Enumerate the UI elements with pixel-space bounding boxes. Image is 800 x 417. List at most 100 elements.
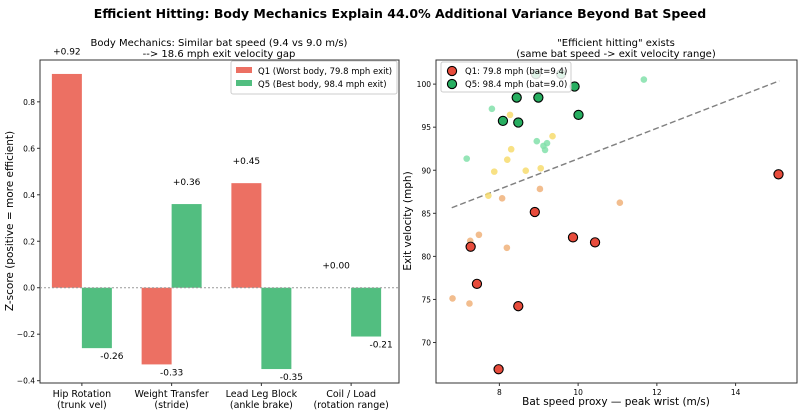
right-xlabel: Bat speed proxy — peak wrist (m/s) bbox=[522, 396, 710, 408]
bar-value-label: -0.33 bbox=[160, 368, 183, 378]
bar-value-label: -0.35 bbox=[280, 373, 303, 383]
bar-value-label: -0.26 bbox=[100, 352, 124, 362]
scatter-point bbox=[522, 167, 530, 174]
y-tick-label: 0.6 bbox=[23, 144, 35, 153]
bar-value-label: +0.00 bbox=[322, 261, 350, 271]
right-title-line1: "Efficient hitting" exists bbox=[557, 38, 675, 49]
legend-label: Q5: 98.4 mph (bat=9.0) bbox=[465, 80, 567, 90]
scatter-point bbox=[485, 192, 492, 199]
trend-line bbox=[451, 80, 780, 209]
bar-q1 bbox=[141, 287, 172, 365]
scatter-point-q5 bbox=[513, 117, 524, 128]
y-tick-label: 95 bbox=[421, 123, 431, 132]
scatter-point bbox=[466, 300, 473, 307]
legend-label: Q1: 79.8 mph (bat=9.4) bbox=[465, 67, 567, 77]
scatter-point bbox=[449, 295, 456, 302]
scatter-point bbox=[536, 185, 544, 193]
y-tick-label: −0.2 bbox=[17, 330, 35, 339]
right-ylabel: Exit velocity (mph) bbox=[402, 171, 414, 270]
y-tick-label: −0.4 bbox=[17, 377, 35, 386]
plot-frame bbox=[39, 59, 400, 384]
bar-value-label: +0.92 bbox=[53, 48, 81, 58]
x-tick-label: 14 bbox=[731, 388, 741, 397]
scatter-point bbox=[490, 168, 498, 175]
scatter-point bbox=[549, 132, 556, 140]
scatter-point-q1 bbox=[513, 301, 524, 312]
x-tick-label: (rotation range) bbox=[313, 400, 388, 411]
scatter-point bbox=[498, 195, 506, 202]
legend-swatch bbox=[236, 67, 252, 73]
x-tick-label: Coil / Load bbox=[326, 389, 376, 400]
y-tick-label: 80 bbox=[421, 252, 431, 261]
y-tick-label: 90 bbox=[421, 166, 431, 175]
scatter-point bbox=[543, 139, 551, 147]
scatter-point-q1 bbox=[567, 232, 579, 243]
scatter-point bbox=[616, 199, 624, 207]
bar-value-label: +0.45 bbox=[233, 157, 261, 167]
scatter-point bbox=[533, 137, 541, 145]
scatter-point-q1 bbox=[773, 169, 784, 180]
x-tick-label: 8 bbox=[497, 388, 502, 397]
scatter-point bbox=[537, 164, 545, 172]
bar-q1 bbox=[231, 183, 262, 288]
x-tick-label: 10 bbox=[573, 388, 583, 397]
scatter-point bbox=[541, 146, 549, 154]
scatter-point-q1 bbox=[493, 364, 504, 375]
legend-label: Q1 (Worst body, 79.8 mph exit) bbox=[258, 67, 392, 77]
scatter-point bbox=[503, 244, 511, 252]
bar-q5 bbox=[351, 287, 382, 337]
legend-marker bbox=[446, 78, 458, 90]
y-tick-label: 0.0 bbox=[23, 284, 35, 293]
x-tick-label: (stride) bbox=[154, 400, 189, 411]
bar-q5 bbox=[261, 287, 292, 370]
bar-q5 bbox=[81, 287, 112, 349]
scatter-point bbox=[488, 105, 496, 113]
x-tick-label: Hip Rotation bbox=[53, 389, 112, 400]
scatter-point-q5 bbox=[511, 92, 522, 103]
scatter-point-q1 bbox=[471, 278, 483, 290]
scatter-point-q1 bbox=[529, 206, 540, 218]
legend: Q1 (Worst body, 79.8 mph exit) Q5 (Best b… bbox=[230, 60, 398, 95]
y-tick-label: 0.2 bbox=[23, 237, 35, 246]
legend-marker bbox=[446, 65, 458, 77]
scatter-point-q5 bbox=[533, 92, 544, 103]
legend-box bbox=[230, 60, 398, 95]
x-tick-label: (ankle brake) bbox=[230, 400, 293, 411]
scatter-point bbox=[640, 76, 648, 83]
scatter-point bbox=[507, 145, 515, 153]
bar-value-label: +0.36 bbox=[173, 178, 201, 188]
x-tick-label: 12 bbox=[652, 388, 662, 397]
plot-frame bbox=[435, 59, 798, 384]
y-tick-label: 70 bbox=[421, 339, 431, 348]
legend-swatch bbox=[236, 80, 252, 86]
y-tick-label: 0.8 bbox=[23, 98, 35, 107]
scatter-point-q5 bbox=[497, 115, 509, 127]
scatter-point bbox=[463, 155, 471, 162]
legend-box bbox=[440, 61, 572, 93]
scatter-chart-panel: "Efficient hitting" exists (same bat spe… bbox=[402, 38, 798, 408]
suptitle: Efficient Hitting: Body Mechanics Explai… bbox=[94, 6, 706, 21]
legend-label: Q5 (Best body, 98.4 mph exit) bbox=[258, 80, 387, 90]
scatter-point-q1 bbox=[589, 237, 601, 248]
x-tick-label: Lead Leg Block bbox=[226, 389, 298, 400]
bar-chart-panel: Body Mechanics: Similar bat speed (9.4 v… bbox=[4, 38, 400, 411]
right-title-line2: (same bat speed -> exit velocity range) bbox=[516, 49, 716, 60]
y-tick-label: 85 bbox=[421, 209, 431, 218]
bar-q5 bbox=[171, 204, 202, 288]
y-tick-label: 100 bbox=[417, 80, 432, 89]
x-tick-label: (trunk vel) bbox=[57, 400, 107, 411]
left-title-line2: --> 18.6 mph exit velocity gap bbox=[143, 49, 296, 60]
scatter-point bbox=[503, 156, 511, 163]
x-tick-label: Weight Transfer bbox=[134, 389, 208, 400]
scatter-point bbox=[506, 111, 514, 119]
scatter-point-q1 bbox=[465, 241, 476, 252]
scatter-point-q5 bbox=[573, 109, 584, 121]
bar-q1 bbox=[51, 73, 82, 288]
bar-value-label: -0.21 bbox=[369, 341, 392, 351]
y-tick-label: 75 bbox=[421, 295, 431, 304]
scatter-point bbox=[475, 231, 483, 239]
legend: Q1: 79.8 mph (bat=9.4) Q5: 98.4 mph (bat=… bbox=[440, 61, 572, 93]
y-tick-label: 0.4 bbox=[23, 191, 35, 200]
left-ylabel: Z-score (positive = more efficient) bbox=[4, 131, 16, 311]
